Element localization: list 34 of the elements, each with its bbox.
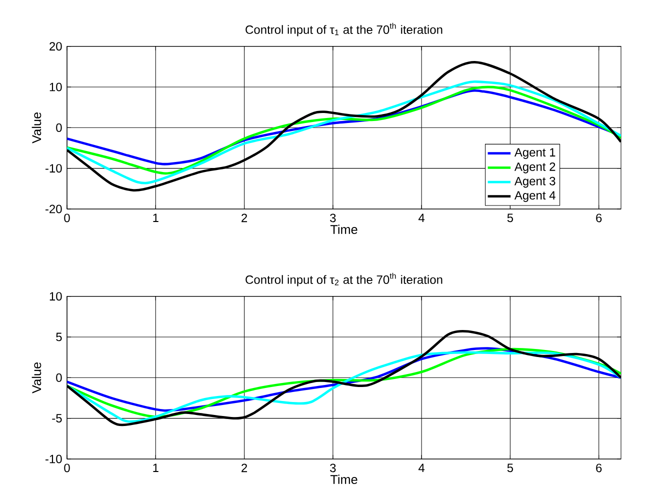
- y-tick-label: 5: [56, 332, 62, 342]
- y-tick-label: -10: [45, 454, 62, 464]
- chart-title: Control input of τ$_{1}$ at the 70$^{th}$ iteration: [246, 22, 442, 36]
- x-tick-label: 6: [596, 214, 602, 222]
- x-tick-label: 0: [64, 464, 70, 472]
- x-tick-label: 0: [64, 214, 70, 222]
- y-tick-label: -20: [45, 204, 62, 214]
- x-tick-label: 3: [330, 214, 336, 222]
- y-tick-label: 0: [56, 123, 62, 132]
- x-tick-label: 6: [596, 464, 602, 472]
- x-axis-title: Time: [330, 224, 358, 234]
- x-tick-label: 5: [507, 464, 514, 472]
- y-tick-label: 20: [50, 42, 62, 51]
- x-tick-label: 4: [418, 214, 425, 222]
- y-tick-label: 10: [50, 82, 62, 92]
- x-tick-label: 4: [418, 464, 425, 472]
- y-tick-label: -5: [52, 414, 62, 423]
- y-axis-title: Value: [32, 362, 42, 394]
- y-tick-label: -10: [45, 164, 62, 173]
- y-tick-label: 0: [56, 373, 62, 382]
- legend-label: Agent 3: [514, 176, 556, 188]
- legend-label: Agent 2: [514, 162, 556, 174]
- x-tick-label: 2: [242, 464, 248, 472]
- x-tick-label: 1: [153, 464, 158, 472]
- y-axis-title: Value: [32, 112, 42, 144]
- x-tick-label: 3: [330, 464, 336, 472]
- x-axis-title: Time: [330, 474, 358, 484]
- x-tick-label: 1: [153, 214, 158, 222]
- x-tick-label: 2: [242, 214, 248, 222]
- chart-title: Control input of τ$_{2}$ at the 70$^{th}$ iteration: [246, 272, 442, 286]
- legend-label: Agent 1: [514, 148, 556, 159]
- y-tick-label: 10: [50, 292, 62, 301]
- legend-label: Agent 4: [514, 191, 556, 202]
- x-tick-label: 5: [507, 214, 514, 222]
